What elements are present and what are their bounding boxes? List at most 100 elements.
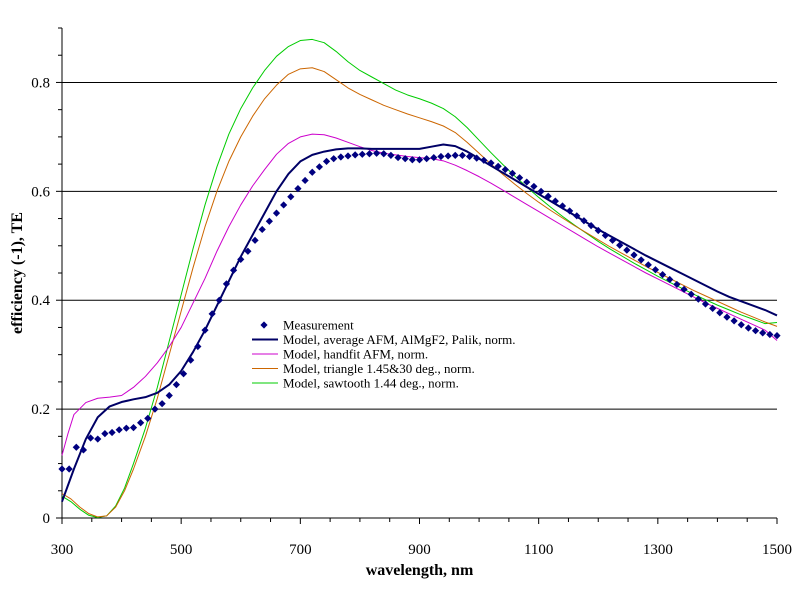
- measurement-point: [108, 428, 116, 437]
- measurement-point: [594, 226, 602, 235]
- measurement-point: [687, 290, 695, 298]
- measurement-point: [280, 201, 288, 209]
- measurement-point: [766, 330, 774, 339]
- x-tick-label: 1100: [524, 542, 553, 558]
- measurement-point: [258, 225, 266, 234]
- measurement-point: [587, 222, 595, 230]
- measurement-point: [723, 313, 731, 321]
- measurement-point: [737, 321, 745, 329]
- measurement-point: [430, 153, 438, 162]
- measurement-point: [437, 152, 445, 161]
- measurement-point: [601, 231, 609, 240]
- measurement-point: [644, 261, 652, 269]
- measurement-point: [358, 150, 366, 158]
- x-axis-title: wavelength, nm: [366, 562, 474, 579]
- measurement-point: [373, 149, 381, 157]
- measurement-point: [608, 236, 617, 244]
- legend-label: Model, sawtooth 1.44 deg., norm.: [283, 376, 459, 391]
- measurement-point: [408, 156, 416, 164]
- measurement-point: [330, 155, 338, 163]
- measurement-point: [558, 202, 567, 210]
- measurement-point: [265, 217, 273, 225]
- y-tick-label: 0.4: [31, 293, 50, 309]
- measurement-point: [230, 266, 238, 274]
- series-line: [61, 133, 778, 456]
- measurement-point: [516, 174, 524, 182]
- measurement-point: [344, 152, 352, 160]
- measurement-point: [380, 150, 388, 158]
- measurement-point: [144, 414, 152, 422]
- legend-label: Measurement: [283, 318, 354, 333]
- series-line: [61, 143, 778, 503]
- measurement-point: [179, 370, 188, 378]
- measurement-point: [651, 266, 660, 274]
- measurement-point: [222, 280, 231, 288]
- y-tick-label: 0.6: [31, 184, 50, 200]
- measurement-point: [365, 150, 374, 158]
- measurement-point: [237, 255, 245, 263]
- series-line: [61, 67, 778, 518]
- measurement-point: [251, 236, 259, 244]
- measurement-point: [172, 381, 180, 389]
- measurement-point: [501, 165, 509, 174]
- measurement-point: [322, 157, 331, 165]
- measurement-point: [551, 197, 559, 205]
- legend-marker: [260, 321, 268, 329]
- legend-label: Model, average AFM, AlMgF2, Palik, norm.: [283, 332, 516, 347]
- x-tick-label: 700: [289, 542, 312, 558]
- measurement-point: [451, 151, 459, 159]
- measurement-point: [480, 156, 488, 164]
- measurement-point: [530, 182, 538, 191]
- measurement-point: [709, 304, 717, 312]
- x-tick-label: 300: [51, 542, 74, 558]
- measurement-point: [423, 155, 431, 163]
- measurement-point: [301, 176, 309, 185]
- measurement-point: [94, 435, 102, 443]
- measurement-point: [415, 156, 424, 164]
- measurement-point: [759, 329, 767, 337]
- measurement-point: [659, 271, 667, 279]
- measurement-point: [666, 275, 674, 284]
- y-tick-label: 0.2: [31, 402, 50, 418]
- measurement-point: [673, 280, 681, 289]
- legend-label: Model, triangle 1.45&30 deg., norm.: [283, 361, 475, 376]
- measurement-point: [79, 446, 88, 454]
- measurement-point: [294, 185, 302, 193]
- measurement-point: [65, 465, 73, 473]
- measurement-point: [523, 178, 531, 186]
- measurement-point: [187, 356, 195, 364]
- measurement-point: [623, 246, 631, 254]
- measurement-point: [272, 209, 281, 217]
- measurement-point: [444, 152, 452, 160]
- measurement-point: [122, 424, 130, 432]
- measurement-point: [458, 151, 466, 159]
- measurement-point: [287, 193, 295, 201]
- measurement-point: [115, 426, 123, 434]
- measurement-point: [208, 310, 216, 318]
- legend-label: Model, handfit AFM, norm.: [283, 347, 428, 362]
- measurement-point: [701, 300, 710, 308]
- measurement-point: [58, 465, 66, 473]
- measurement-point: [680, 285, 688, 293]
- measurement-point: [101, 430, 109, 438]
- measurement-point: [201, 326, 209, 334]
- measurement-point: [351, 151, 359, 159]
- measurement-point: [494, 162, 502, 170]
- measurement-point: [508, 169, 517, 177]
- measurement-point: [72, 443, 80, 451]
- measurement-point: [630, 251, 638, 259]
- series-line: [61, 38, 778, 518]
- measurement-point: [151, 405, 159, 413]
- measurement-point: [537, 187, 545, 195]
- measurement-point: [544, 192, 552, 200]
- measurement-point: [315, 163, 323, 171]
- y-tick-label: 0: [43, 511, 51, 527]
- measurement-point: [158, 400, 166, 408]
- measurement-point: [165, 391, 173, 400]
- x-tick-label: 1500: [762, 542, 792, 558]
- measurement-point: [337, 153, 345, 161]
- measurement-point: [137, 419, 145, 427]
- measurement-point: [473, 154, 481, 162]
